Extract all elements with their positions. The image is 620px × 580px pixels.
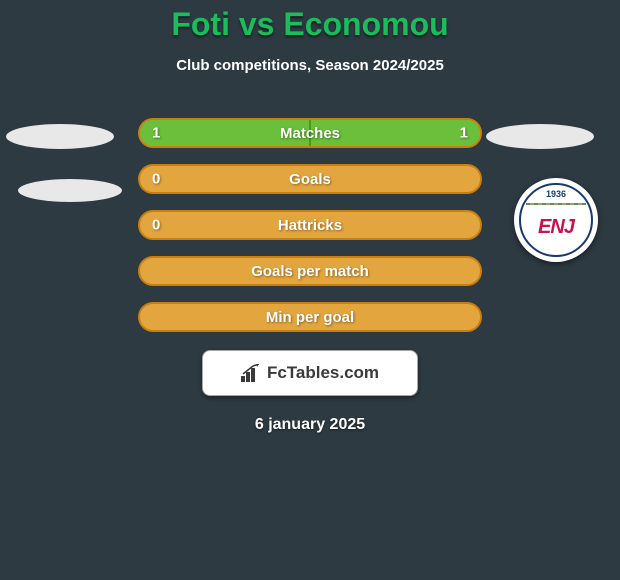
stat-label: Matches [280,125,340,142]
stat-row-hattricks: Hattricks 0 [138,210,482,240]
stat-value-right: 1 [460,125,468,142]
page-title: Foti vs Economou [0,0,620,43]
club-strip [526,203,586,205]
fctables-text: FcTables.com [267,363,379,383]
fctables-badge[interactable]: FcTables.com [202,350,418,396]
stat-row-min-per-goal: Min per goal [138,302,482,332]
right-ellipse-1 [486,124,594,149]
stat-value-left: 1 [152,125,160,142]
fctables-logo: FcTables.com [241,363,379,383]
stat-row-goals-per-match: Goals per match [138,256,482,286]
stat-label: Min per goal [266,309,354,326]
stat-row-goals: Goals 0 [138,164,482,194]
stat-value-left: 0 [152,217,160,234]
chart-icon [241,364,263,382]
stats-container: Matches 1 1 Goals 0 Hattricks 0 Goals per match… [138,118,482,332]
stat-label: Hattricks [278,217,342,234]
stat-value-left: 0 [152,171,160,188]
date-label: 6 january 2025 [0,416,620,434]
left-ellipse-2 [18,179,122,202]
stat-row-matches: Matches 1 1 [138,118,482,148]
left-ellipse-1 [6,124,114,149]
stat-label: Goals per match [251,263,369,280]
stat-label: Goals [289,171,331,188]
subtitle: Club competitions, Season 2024/2025 [0,57,620,74]
club-logo: 1936 ENJ [514,178,598,262]
club-year: 1936 [546,189,566,199]
club-text: ENJ [538,216,574,239]
